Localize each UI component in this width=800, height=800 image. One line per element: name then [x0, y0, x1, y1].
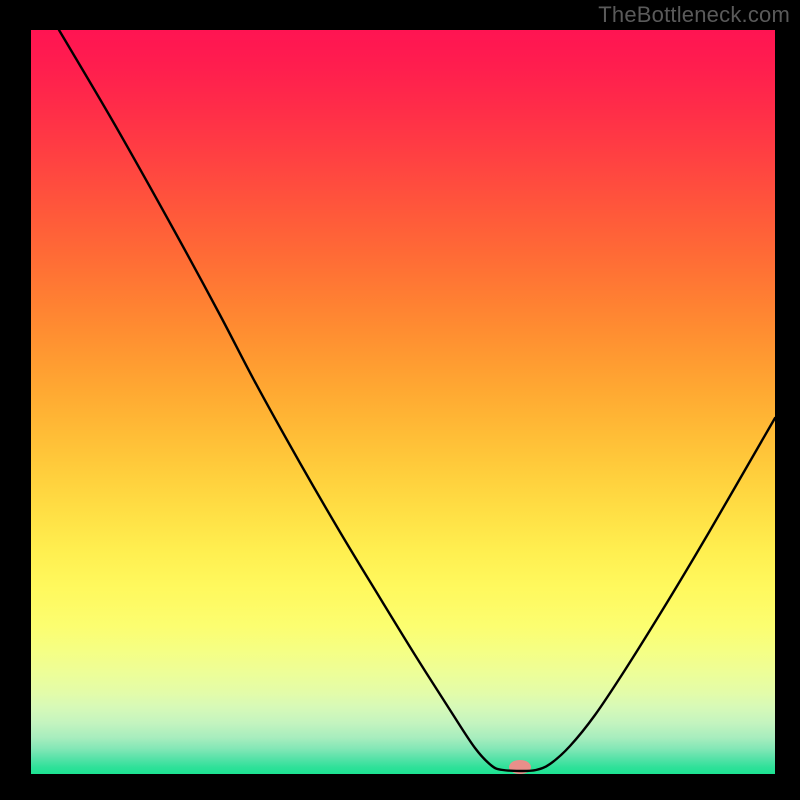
bottleneck-chart [0, 0, 800, 800]
chart-stage: TheBottleneck.com [0, 0, 800, 800]
plot-background [30, 30, 775, 775]
watermark-text: TheBottleneck.com [598, 2, 790, 28]
